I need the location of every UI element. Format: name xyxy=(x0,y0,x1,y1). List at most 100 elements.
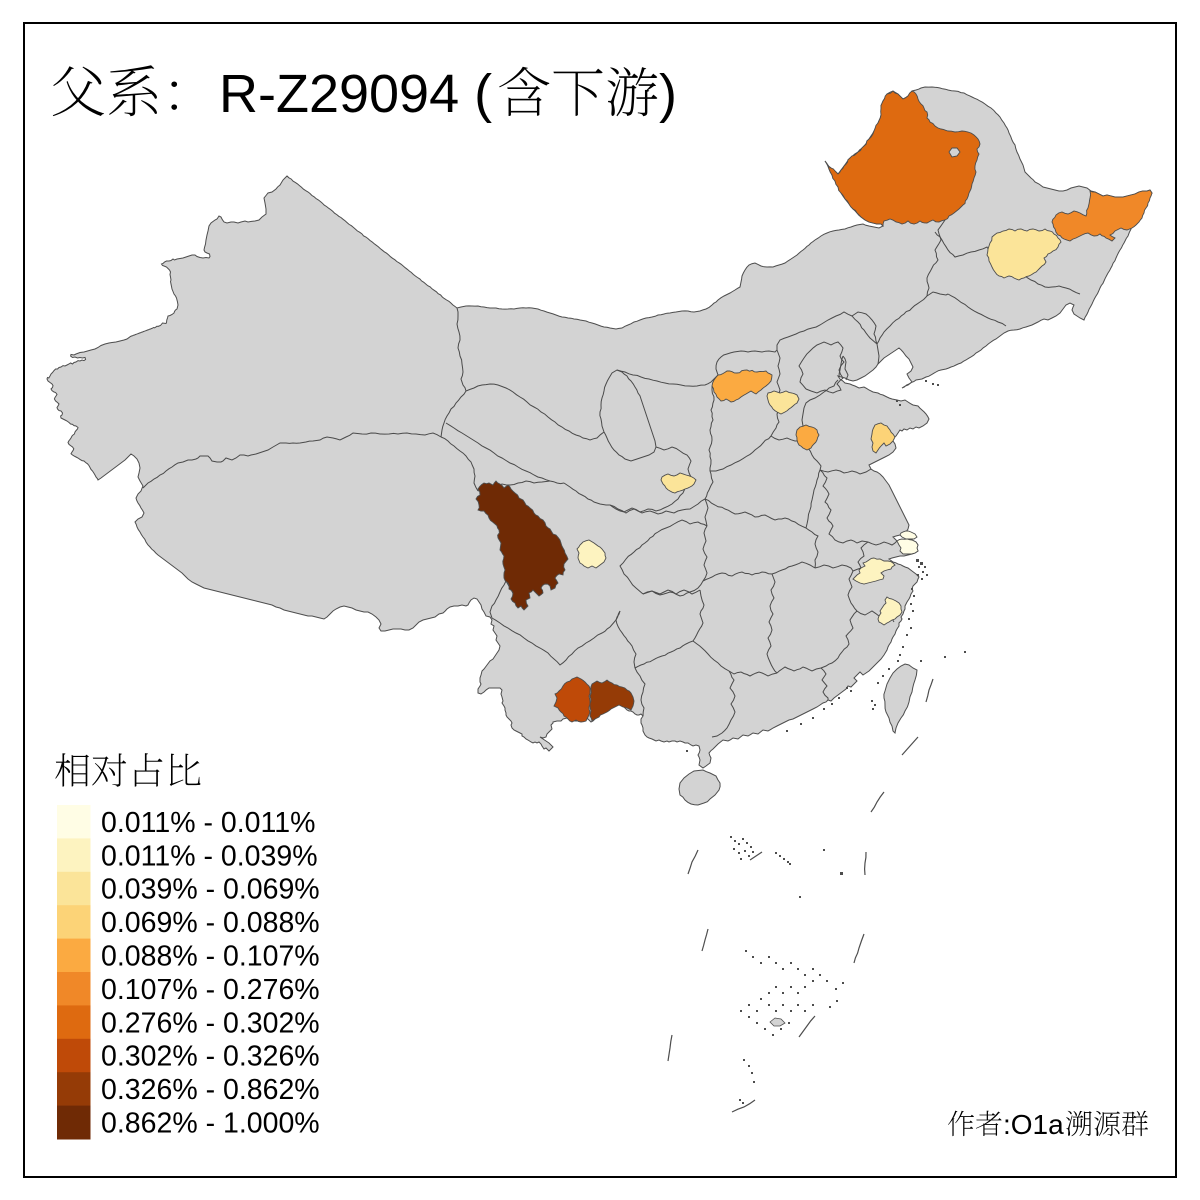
title-glyph-inner-2 xyxy=(607,67,658,117)
province-border xyxy=(771,561,816,575)
province-border xyxy=(711,670,736,738)
maritime-dash xyxy=(701,928,709,952)
province-border xyxy=(926,219,946,297)
title-layer: R-Z29094 ( ) xyxy=(52,64,677,787)
region-shijiazhuang xyxy=(766,390,800,415)
legend-swatch-6 xyxy=(57,972,91,1006)
province-border xyxy=(776,666,822,674)
legend-swatch-2 xyxy=(57,838,91,873)
legend-title-glyph-2 xyxy=(134,753,163,787)
province-border xyxy=(599,369,657,448)
province-border xyxy=(776,311,853,350)
legend-label-1: 0.011% - 0.011% xyxy=(101,807,315,839)
province-border xyxy=(616,369,719,387)
region-wenshan xyxy=(589,679,635,722)
legend-title-glyph-1-outline xyxy=(92,753,127,787)
region-shanghai xyxy=(896,538,919,555)
province-border xyxy=(563,482,610,506)
legend: 0.011% - 0.011% 0.011% - 0.039% 0.039% -… xyxy=(57,805,320,1140)
province-border xyxy=(798,341,845,394)
maritime-dash xyxy=(667,1034,673,1062)
title-glyph-inner-2-outline xyxy=(607,67,658,117)
credit-glyph-4-outline xyxy=(1094,1110,1120,1137)
title-glyph-2-outline xyxy=(171,81,178,110)
region-harbin xyxy=(986,228,1062,281)
island-taiwan xyxy=(883,663,918,735)
legend-title-glyph-2-outline xyxy=(134,753,163,787)
province-border xyxy=(876,295,928,365)
province-border xyxy=(838,355,844,378)
province-border xyxy=(465,383,605,441)
province-border xyxy=(820,667,829,700)
region-chengdu xyxy=(576,539,607,569)
island-hainan xyxy=(678,769,721,806)
province-border xyxy=(609,446,692,513)
credit-glyph-3 xyxy=(1066,1110,1092,1137)
province-border xyxy=(926,291,949,297)
maritime-dash xyxy=(731,1099,756,1113)
title-glyph-inner-1 xyxy=(553,68,603,116)
province-border xyxy=(702,571,773,582)
china-mainland xyxy=(46,86,1153,769)
province-border xyxy=(634,667,646,717)
province-border xyxy=(704,498,709,527)
region-chongming xyxy=(899,530,918,540)
legend-swatch-5 xyxy=(57,938,91,973)
island-scs-bank xyxy=(769,1017,786,1027)
legend-label-10: 0.862% - 1.000% xyxy=(101,1108,320,1140)
legend-label-8: 0.302% - 0.326% xyxy=(101,1041,320,1073)
region-hangzhou xyxy=(852,557,896,585)
province-border xyxy=(609,498,706,515)
region-qingdao xyxy=(870,422,896,454)
legend-swatch-9 xyxy=(57,1072,91,1107)
province-border xyxy=(842,355,849,381)
province-border xyxy=(819,469,869,544)
credit-glyph-5-outline xyxy=(1122,1110,1149,1137)
province-border xyxy=(440,390,467,438)
credit-glyph-0 xyxy=(948,1110,974,1137)
province-border xyxy=(704,498,807,529)
title-glyph-inner-0-outline xyxy=(499,66,550,117)
province-border xyxy=(704,470,714,500)
province-border xyxy=(814,564,854,572)
province-border xyxy=(819,468,872,475)
legend-swatch-1 xyxy=(57,805,91,839)
credit-glyph-1-outline xyxy=(975,1110,1002,1137)
province-border xyxy=(692,640,730,672)
region-honghe xyxy=(553,676,591,723)
title-glyph-1-outline xyxy=(109,65,157,117)
legend-swatch-3 xyxy=(57,871,91,906)
province-border xyxy=(710,435,772,472)
region-xian xyxy=(660,472,697,494)
province-border xyxy=(619,519,708,595)
province-border xyxy=(634,640,694,669)
province-border xyxy=(642,589,701,595)
province-border xyxy=(456,307,467,392)
region-jiamusi xyxy=(1051,189,1153,242)
province-border xyxy=(766,573,778,674)
province-border xyxy=(805,469,821,529)
province-border xyxy=(489,580,507,619)
province-border xyxy=(491,610,621,666)
legend-label-5: 0.088% - 0.107% xyxy=(101,941,320,973)
legend-swatch-7 xyxy=(57,1005,91,1040)
title-glyph-inner-1-outline xyxy=(553,68,603,116)
province-border xyxy=(615,610,637,669)
province-border xyxy=(947,293,1007,327)
credit-glyph-1 xyxy=(975,1110,1002,1137)
province-border xyxy=(852,541,869,572)
region-hulunbuir xyxy=(824,90,981,228)
maritime-dash xyxy=(798,1015,816,1038)
legend-title-glyph-1 xyxy=(92,753,127,787)
province-border xyxy=(142,432,442,489)
legend-label-4: 0.069% - 0.088% xyxy=(101,907,320,939)
page-title-cjk-prefix xyxy=(52,65,178,117)
province-border xyxy=(708,379,715,471)
province-border xyxy=(715,349,778,376)
region-liaocheng xyxy=(795,424,820,451)
province-border xyxy=(642,525,708,597)
province-border xyxy=(692,589,705,642)
